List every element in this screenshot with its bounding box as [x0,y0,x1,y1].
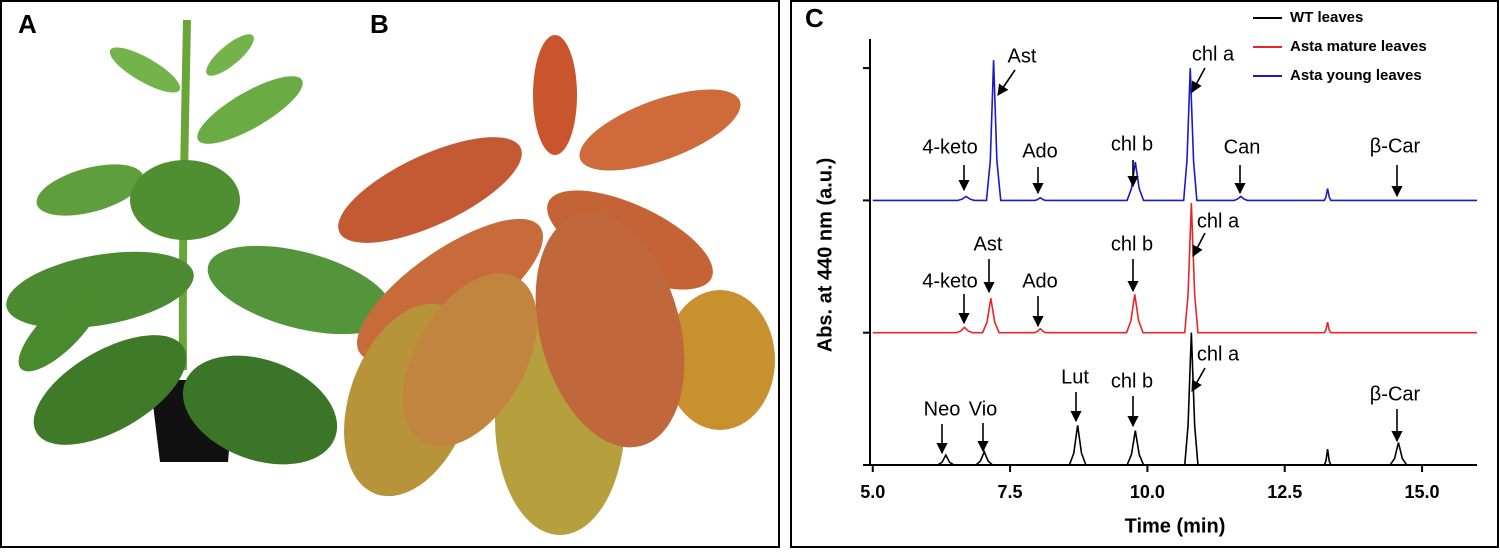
peak-label: chl b [1111,370,1153,392]
peak-label: Ast [1008,45,1037,67]
peak-label: chl a [1197,343,1240,365]
x-tick-label: 15.0 [1405,482,1440,502]
x-axis-label: Time (min) [1125,515,1226,537]
x-tick-label: 12.5 [1267,482,1302,502]
x-tick-label: 5.0 [860,482,885,502]
chromatogram-trace [872,332,1477,466]
chart-frame [790,0,1499,548]
peak-label: β-Car [1370,135,1421,157]
peak-label: Neo [924,398,961,420]
photo-asta-plant [338,35,775,535]
peak-arrow [997,69,1016,96]
chromatogram-trace [872,60,1477,202]
peak-label: chl a [1197,210,1240,232]
y-axis-label: Abs. at 440 nm (a.u.) [814,158,836,353]
peak-label: Ado [1022,270,1058,292]
legend-label: Asta young leaves [1290,67,1422,84]
peak-label: Vio [969,398,998,420]
peak-label: Can [1224,136,1261,158]
peak-arrow [1191,367,1206,392]
peak-label: 4-keto [922,136,978,158]
panel-label: C [805,3,824,33]
peak-label: Ast [974,233,1003,255]
peak-arrow [1192,232,1206,257]
panel-label: A [18,9,37,39]
peak-label: chl b [1111,233,1153,255]
legend-label: Asta mature leaves [1290,38,1427,55]
x-tick-label: 7.5 [998,482,1023,502]
chromatogram-trace [872,203,1477,334]
peak-label: Ado [1022,140,1058,162]
peak-label: β-Car [1370,383,1421,405]
photo-wt-plant [6,19,393,465]
x-tick-label: 10.0 [1130,482,1165,502]
panel-label: B [370,9,389,39]
peak-label: 4-keto [922,270,978,292]
peak-label: chl b [1111,133,1153,155]
peak-arrow [1191,67,1206,93]
legend-label: WT leaves [1290,9,1363,26]
peak-label: Lut [1061,366,1089,388]
peak-label: chl a [1192,43,1235,65]
